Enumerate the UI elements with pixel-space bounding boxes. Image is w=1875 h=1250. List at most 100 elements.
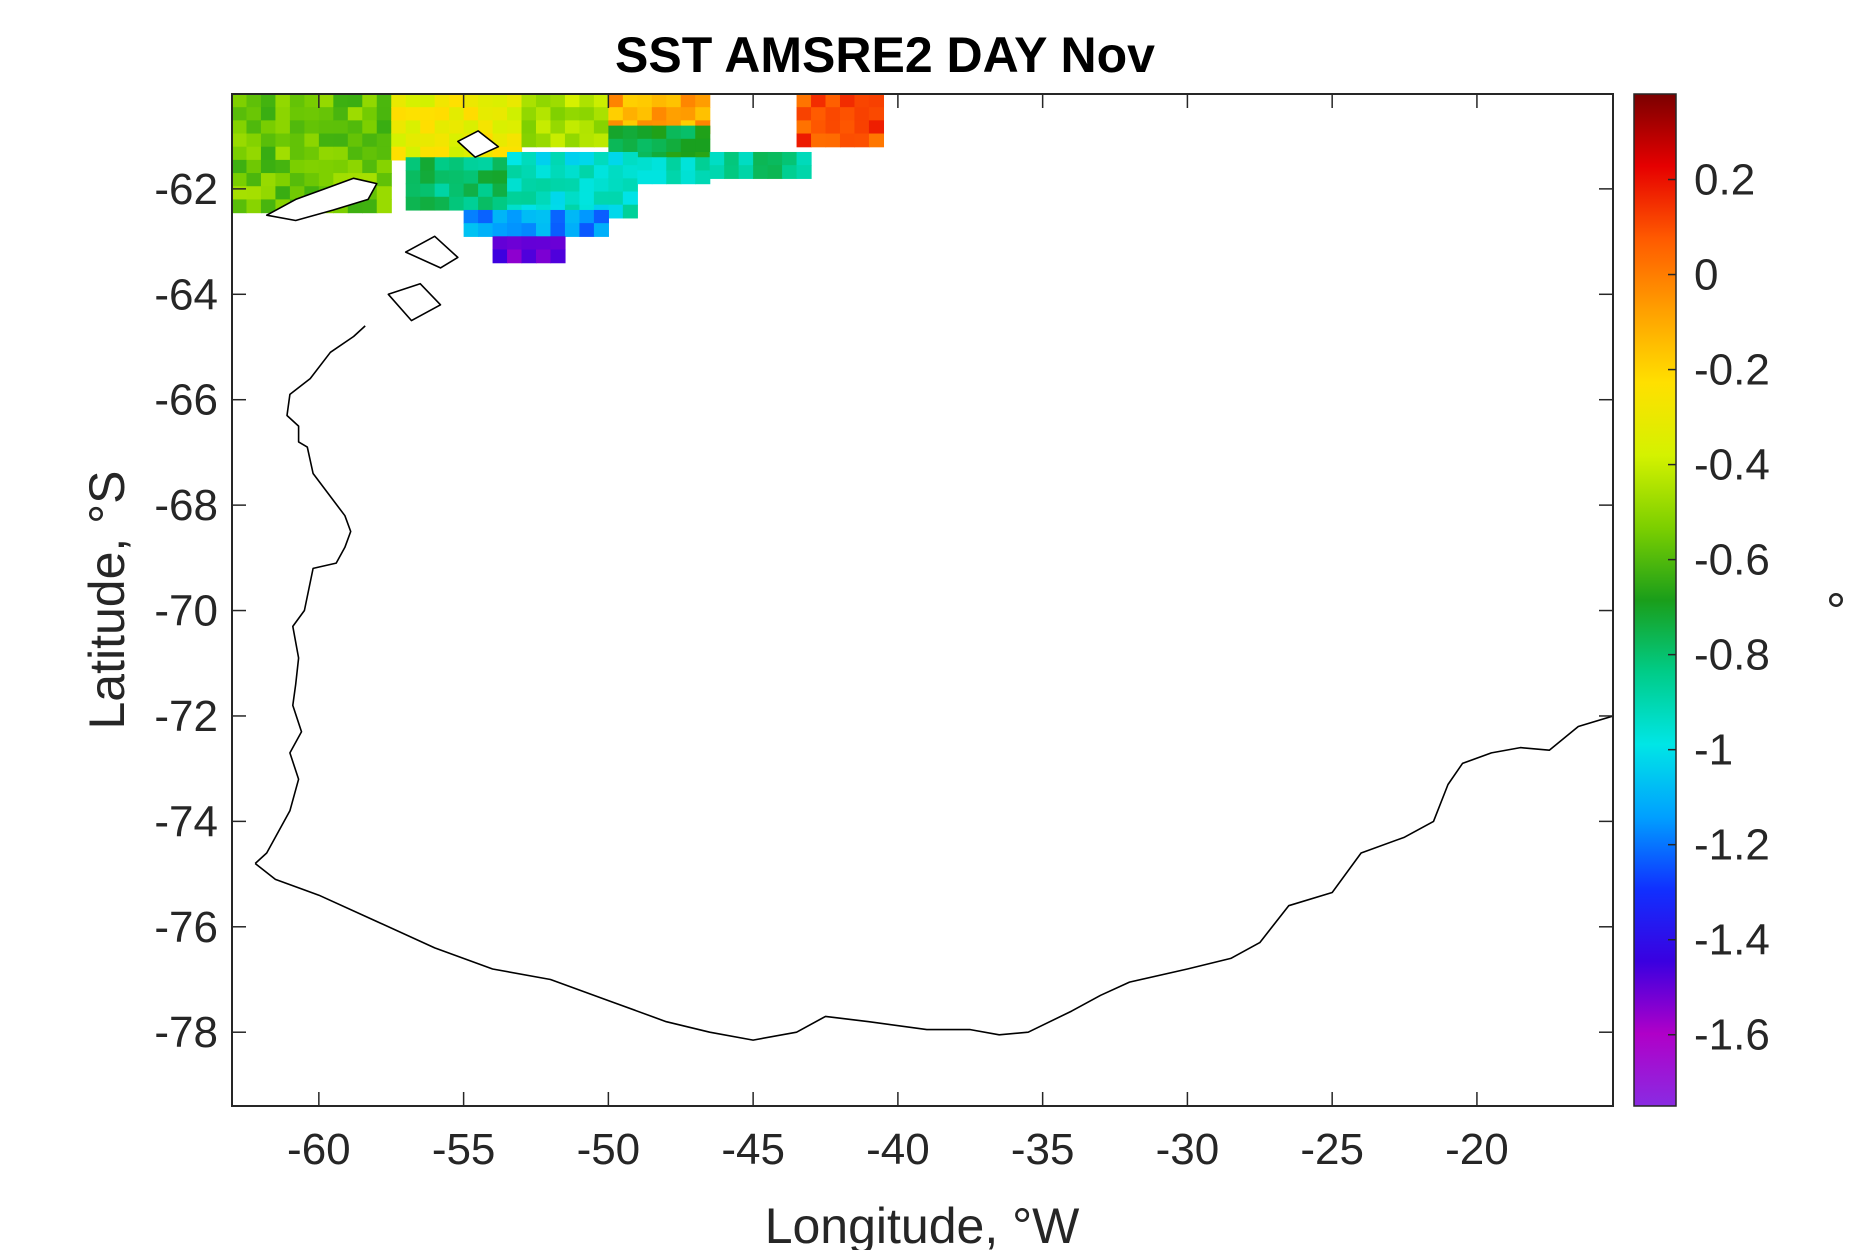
sst-cell (304, 94, 320, 108)
x-tick-label: -20 (1445, 1125, 1509, 1174)
sst-cell (362, 159, 378, 174)
sst-cell (275, 133, 291, 148)
sst-cell (782, 165, 798, 179)
sst-cell (420, 170, 436, 185)
sst-cell (680, 170, 696, 185)
sst-cell (376, 107, 392, 121)
sst-cell (420, 196, 436, 211)
sst-cell (564, 120, 581, 135)
sst-cell (651, 107, 667, 121)
sst-cell (608, 125, 624, 140)
sst-cell (622, 204, 638, 219)
sst-cell (318, 173, 334, 187)
sst-cell (839, 94, 856, 108)
sst-cell (521, 223, 537, 237)
sst-cell (521, 249, 537, 264)
plot-area (232, 94, 1613, 1106)
sst-cell (608, 165, 624, 179)
sst-cell (521, 94, 537, 108)
sst-cell (608, 151, 624, 166)
sst-cell (492, 249, 508, 264)
sst-cell (232, 199, 248, 214)
sst-cell (362, 107, 378, 121)
x-axis-label: Longitude, °W (765, 1198, 1080, 1250)
sst-cell (811, 133, 827, 148)
sst-cell (622, 125, 638, 140)
sst-cell (492, 120, 508, 135)
sst-cell (593, 133, 609, 148)
sst-cell (434, 120, 450, 135)
colorbar-tick-label: -1.2 (1694, 821, 1770, 870)
sst-cell (521, 178, 537, 193)
sst-cell (289, 146, 305, 161)
sst-cell (550, 209, 566, 224)
sst-cell (507, 178, 523, 193)
sst-cell (521, 191, 537, 206)
sst-cell (420, 120, 436, 135)
sst-cell (478, 94, 494, 108)
sst-cell (405, 133, 421, 148)
sst-cell (738, 151, 754, 166)
sst-cell (564, 107, 581, 121)
sst-cell (622, 178, 638, 193)
sst-cell (246, 186, 262, 201)
sst-cell (232, 173, 248, 187)
sst-cell (521, 107, 537, 121)
sst-cell (304, 159, 320, 174)
sst-cell (391, 94, 407, 108)
sst-cell (550, 249, 566, 264)
sst-cell (318, 120, 334, 135)
sst-cell (622, 138, 638, 153)
sst-cell (405, 196, 421, 211)
sst-cell (724, 151, 740, 166)
sst-cell (550, 236, 566, 251)
sst-cell (695, 157, 711, 172)
sst-cell (463, 170, 479, 185)
sst-cell (492, 236, 508, 251)
sst-cell (680, 125, 696, 140)
sst-cell (854, 107, 870, 121)
sst-cell (318, 146, 334, 161)
sst-cell (796, 165, 812, 179)
sst-cell (434, 107, 450, 121)
colorbar-tick-label: -1.4 (1694, 916, 1770, 965)
sst-cell (289, 133, 305, 148)
sst-cell (232, 186, 248, 201)
sst-cell (579, 107, 595, 121)
sst-cell (695, 170, 711, 185)
sst-cell (275, 120, 291, 135)
sst-cell (492, 196, 508, 211)
sst-cell (289, 173, 305, 187)
sst-cell (318, 133, 334, 148)
sst-cell (868, 107, 885, 121)
sst-cell (535, 178, 552, 193)
y-tick-label: -64 (154, 270, 218, 319)
sst-cell (666, 157, 682, 172)
sst-cell (463, 196, 479, 211)
sst-cell (260, 199, 277, 214)
sst-cell (868, 94, 885, 108)
sst-cell (434, 157, 450, 172)
sst-cell (535, 236, 552, 251)
sst-cell (507, 191, 523, 206)
sst-cell (579, 223, 595, 237)
x-tick-label: -60 (287, 1125, 351, 1174)
sst-cell (347, 133, 363, 148)
sst-cell (550, 133, 566, 148)
sst-cell (651, 157, 667, 172)
sst-cell (289, 159, 305, 174)
sst-cell (449, 94, 465, 108)
sst-cell (839, 133, 856, 148)
sst-cell (564, 178, 581, 193)
sst-cell (420, 94, 436, 108)
sst-cell (275, 159, 291, 174)
sst-cell (420, 133, 436, 148)
sst-cell (420, 157, 436, 172)
sst-cell (304, 146, 320, 161)
sst-cell (478, 209, 494, 224)
sst-cell (666, 94, 682, 108)
sst-cell (376, 159, 392, 174)
sst-cell (449, 157, 465, 172)
sst-cell (666, 138, 682, 153)
sst-cell (521, 236, 537, 251)
